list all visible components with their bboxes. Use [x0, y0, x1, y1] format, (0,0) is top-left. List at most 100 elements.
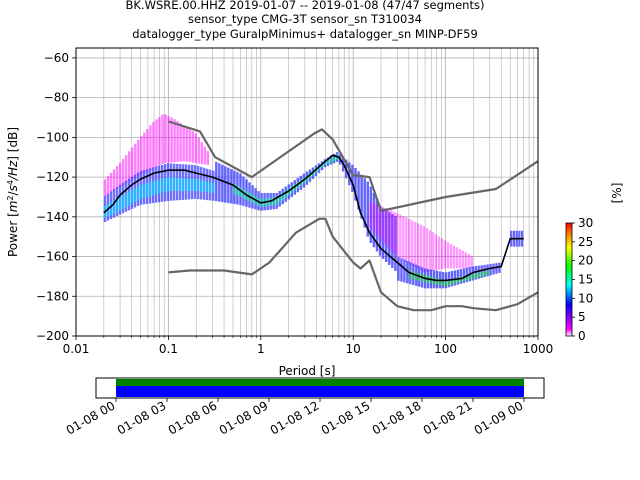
density-strip-primary-core — [106, 204, 110, 217]
noise-models — [168, 120, 538, 312]
density-strip-mid-band — [227, 167, 230, 204]
density-strip-primary-core — [118, 196, 122, 211]
density-strip-primary-core — [163, 177, 167, 192]
density-strip-mid-core — [332, 155, 336, 162]
density-strip-primary-core — [185, 178, 188, 192]
density-strip-upper-long — [390, 210, 393, 251]
density-strip-long-core — [456, 277, 460, 283]
colorbar-ticks: 0 5 10 15 20 25 30 — [572, 216, 593, 343]
density-strip-long-core — [465, 275, 469, 281]
density-strip-mid-band — [221, 164, 224, 203]
density-strip-long-band — [483, 264, 486, 278]
density-strip-long-core — [477, 272, 481, 278]
density-strip-primary-core — [145, 183, 149, 198]
density-strip-mid-core — [284, 190, 287, 198]
density-strip-upper-spread — [194, 133, 198, 164]
density-strip-upper-long — [419, 224, 423, 271]
density-strip-upper-long — [425, 228, 429, 272]
density-strip-long-core — [468, 274, 472, 280]
y-axis-label: Power [m2/s4/Hz] [dB] — [6, 127, 21, 257]
y-tick-label: −60 — [44, 51, 69, 65]
x-tick-label: 1000 — [523, 342, 554, 356]
density-strip-primary-core — [136, 186, 140, 201]
density-strip-upper-long — [387, 209, 390, 248]
density-strip-primary-core — [206, 181, 209, 193]
density-strip-upper-spread — [121, 158, 125, 186]
colorbar-tick-label: 5 — [578, 310, 586, 324]
density-strip-long-band — [459, 269, 463, 284]
density-strip-mid-core — [281, 192, 284, 201]
density-strip-mid-band — [230, 169, 233, 204]
density-strip-long-core — [411, 271, 415, 280]
density-strip-microseism — [363, 178, 366, 228]
density-strip-long-band — [400, 258, 403, 282]
density-strip-long-core — [444, 280, 448, 287]
density-strip-long-core — [447, 279, 451, 286]
density-strip-long-core — [450, 278, 454, 285]
density-strip-mid-core — [317, 165, 321, 171]
density-strip-upper-long — [402, 216, 405, 261]
coverage-tick-label: 01-08 03 — [115, 398, 169, 437]
probability-density — [103, 114, 524, 289]
density-strip-upper-long — [399, 214, 402, 259]
density-strip-upper-spread — [115, 166, 119, 189]
density-strip-long-band — [453, 270, 457, 286]
density-strip-long-core — [462, 276, 466, 282]
density-strip-upper-long — [375, 204, 378, 235]
density-strip-primary-core — [124, 193, 128, 208]
density-strip-upper-spread — [167, 115, 170, 163]
density-strip-microseism — [388, 212, 391, 265]
coverage-tick-label: 01-08 18 — [370, 398, 424, 437]
density-strip-microseism — [366, 181, 370, 237]
density-strip-upper-long — [405, 217, 408, 262]
density-strip-long-band — [480, 265, 483, 278]
density-strip-long-band — [486, 264, 489, 277]
density-strip-mid-core — [287, 188, 290, 196]
density-strip-long-core — [471, 274, 475, 279]
density-strip-primary-core — [127, 191, 131, 206]
density-strip-long-core — [435, 278, 439, 285]
density-strip-long-core — [474, 273, 478, 279]
density-strip-microseism — [375, 199, 379, 252]
density-strip-primary-core — [191, 178, 194, 192]
density-strip-upper-spread — [143, 132, 146, 174]
density-strip-upper-spread — [131, 147, 134, 180]
density-strip-primary-core — [166, 177, 170, 192]
density-strip-upper-spread — [185, 127, 188, 162]
x-tick-label: 0.01 — [63, 342, 90, 356]
density-strip-primary-core — [151, 181, 155, 196]
density-strip-upper-long — [437, 236, 441, 270]
colorbar-tick-label: 0 — [578, 329, 586, 343]
density-strip-primary-core — [212, 182, 215, 193]
density-strip-microseism — [372, 192, 376, 248]
density-strip-upper-long — [440, 238, 444, 270]
density-strip-long-band — [450, 271, 454, 287]
density-strip-mid-band — [224, 166, 227, 203]
y-tick-label: −100 — [36, 130, 69, 144]
density-strip-mid-core — [275, 196, 278, 205]
data-coverage-bar — [116, 386, 524, 397]
density-strip-microseism — [369, 186, 373, 243]
density-strip-upper-spread — [134, 143, 137, 179]
density-strip-upper-spread — [191, 131, 194, 163]
density-strip-mid-core — [278, 194, 281, 203]
density-strip-mid-core — [232, 183, 236, 194]
density-strip-long-core — [408, 270, 412, 279]
density-strip-upper-long — [470, 255, 473, 269]
density-strip-microseism — [357, 171, 360, 210]
density-strip-primary-core — [160, 178, 164, 193]
density-strip-mid-core — [236, 185, 239, 196]
density-strip-upper-long — [428, 230, 432, 272]
x-axis: 0.01 0.1 1 10 100 1000 — [63, 336, 554, 356]
coverage-tick-label: 01-08 00 — [64, 398, 118, 437]
density-strip-upper-spread — [197, 137, 201, 164]
density-strip-upper-long — [458, 248, 461, 269]
colorbar-tick-label: 15 — [578, 273, 593, 287]
density-strip-primary-core — [148, 182, 152, 197]
density-strip-long-core — [480, 272, 484, 277]
y-tick-label: −120 — [36, 170, 69, 184]
density-strip-mid-core — [290, 186, 293, 194]
density-strip-upper-long — [443, 240, 447, 269]
colorbar — [565, 222, 573, 337]
